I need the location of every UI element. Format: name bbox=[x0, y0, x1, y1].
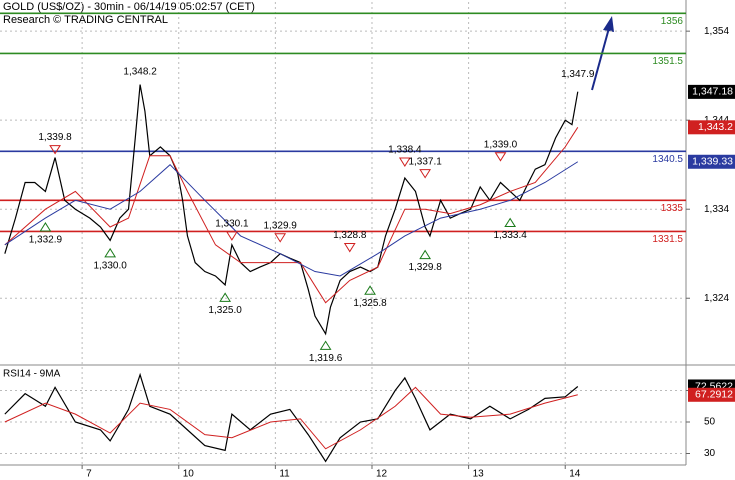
support-marker bbox=[104, 247, 117, 258]
support-marker bbox=[364, 285, 376, 295]
y-tick-label: 50 bbox=[704, 417, 716, 428]
annotation-label: 1,338.4 bbox=[388, 145, 422, 156]
resistance-marker bbox=[419, 169, 432, 179]
forecast-arrow bbox=[591, 16, 614, 91]
y-tick-label: 1,324 bbox=[704, 293, 729, 304]
support-marker bbox=[39, 222, 52, 232]
level-label: 1335 bbox=[661, 203, 684, 214]
annotation-label: 1,329.9 bbox=[264, 220, 298, 231]
price-tag bbox=[688, 84, 735, 99]
rsi-title: RSI14 - 9MA bbox=[3, 369, 61, 380]
annotation-label: 1,333.4 bbox=[493, 230, 527, 241]
resistance-marker bbox=[343, 243, 356, 253]
resistance-marker bbox=[398, 157, 411, 167]
price-tag bbox=[688, 154, 735, 169]
support-marker bbox=[419, 249, 432, 260]
annotation-label: 1,347.9 bbox=[561, 69, 595, 80]
price-tag bbox=[688, 387, 735, 402]
chart-subtitle: Research © TRADING CENTRAL bbox=[3, 14, 168, 26]
price-tag-label: 1,343.2 bbox=[698, 121, 733, 133]
resistance-marker bbox=[274, 233, 287, 243]
level-label: 1340.5 bbox=[652, 154, 683, 165]
x-tick-label: 7 bbox=[86, 469, 92, 480]
series-line bbox=[4, 127, 579, 304]
annotation-label: 1,339.0 bbox=[484, 139, 518, 150]
annotation-label: 1,332.9 bbox=[29, 235, 63, 246]
annotation-label: 1,330.1 bbox=[215, 219, 249, 230]
y-tick-label: 30 bbox=[704, 448, 716, 459]
x-tick-label: 12 bbox=[376, 469, 388, 480]
x-tick-label: 14 bbox=[569, 469, 581, 480]
annotation-label: 1,328.8 bbox=[333, 230, 367, 241]
support-marker bbox=[504, 217, 517, 228]
series-line bbox=[4, 161, 579, 277]
x-tick-label: 10 bbox=[183, 469, 195, 480]
series-line bbox=[4, 386, 578, 450]
series-line bbox=[4, 372, 579, 463]
support-marker bbox=[319, 340, 332, 350]
annotation-label: 1,337.1 bbox=[408, 156, 442, 167]
y-tick-label: 1,334 bbox=[704, 204, 729, 215]
price-tag-label: 67.2912 bbox=[695, 389, 733, 401]
resistance-marker bbox=[225, 231, 238, 241]
level-label: 1331.5 bbox=[652, 234, 683, 245]
annotation-label: 1,325.0 bbox=[208, 305, 242, 316]
level-label: 1351.5 bbox=[652, 56, 683, 67]
x-tick-label: 11 bbox=[279, 469, 290, 480]
annotation-label: 1,330.0 bbox=[93, 260, 127, 271]
annotation-label: 1,325.8 bbox=[353, 298, 387, 309]
price-tag bbox=[688, 120, 735, 135]
annotation-label: 1,348.2 bbox=[123, 66, 157, 77]
y-tick-label: 1,354 bbox=[704, 26, 729, 37]
level-label: 1356 bbox=[661, 16, 684, 27]
price-tag-label: 1,347.18 bbox=[692, 86, 733, 98]
support-marker bbox=[219, 292, 232, 302]
chart-title: GOLD (US$/OZ) - 30min - 06/14/19 05:02:5… bbox=[3, 1, 255, 13]
annotation-label: 1,339.8 bbox=[38, 132, 72, 143]
x-tick-label: 13 bbox=[473, 469, 485, 480]
resistance-marker bbox=[49, 145, 61, 155]
annotation-label: 1,329.8 bbox=[408, 262, 442, 273]
price-tag-label: 1,339.33 bbox=[692, 156, 733, 168]
annotation-label: 1,319.6 bbox=[309, 353, 343, 364]
resistance-marker bbox=[494, 152, 507, 162]
